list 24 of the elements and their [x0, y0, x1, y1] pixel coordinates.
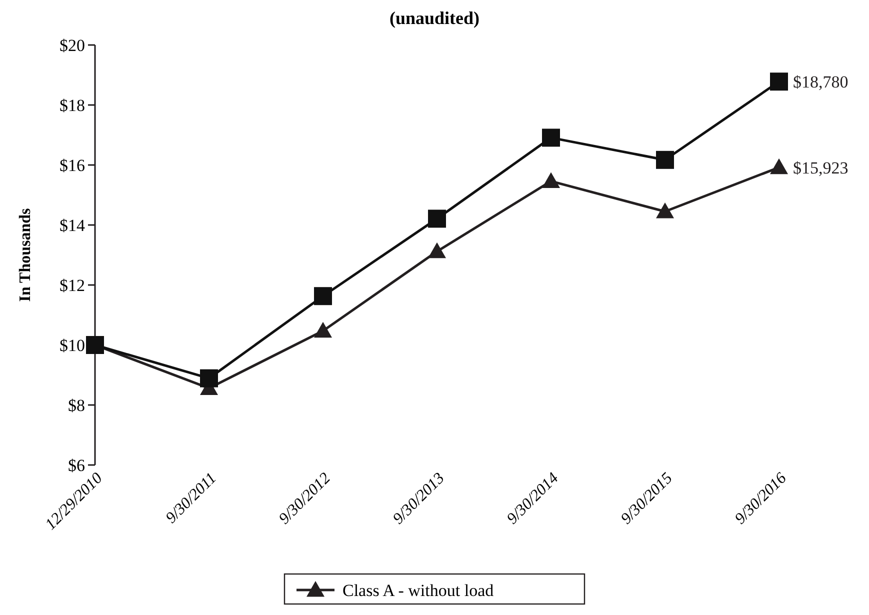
point: [314, 322, 332, 338]
annotation: $18,780: [793, 72, 848, 92]
point: [770, 158, 788, 174]
chart-title: (unaudited): [389, 8, 480, 28]
y-tick-label: $10: [60, 336, 85, 355]
y-tick-label: $18: [60, 96, 85, 115]
point: [770, 72, 788, 91]
y-axis-title: In Thousands: [17, 208, 34, 302]
point: [428, 210, 446, 228]
point: [200, 369, 218, 388]
annotation: $15,923: [793, 158, 848, 178]
point: [542, 172, 560, 188]
y-tick-label: $6: [68, 456, 85, 475]
point: [542, 128, 560, 147]
y-tick-label: $20: [60, 36, 85, 55]
point: [656, 150, 674, 169]
legend-label: Class A - without load: [342, 580, 494, 600]
point: [428, 242, 446, 258]
point: [314, 287, 332, 306]
y-tick-label: $8: [68, 396, 85, 415]
y-tick-label: $14: [60, 216, 86, 235]
y-tick-label: $16: [60, 156, 85, 175]
point: [656, 202, 674, 218]
y-tick-label: $12: [60, 276, 85, 295]
